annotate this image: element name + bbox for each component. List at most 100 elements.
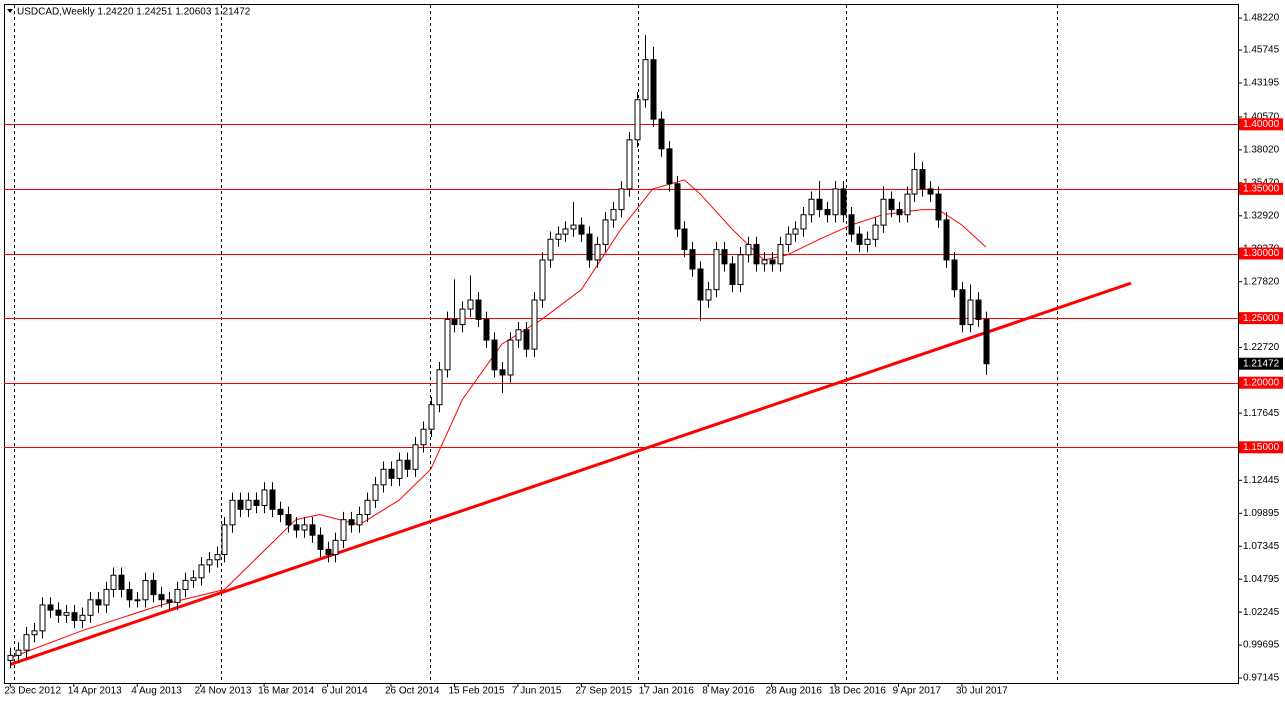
candle-body <box>792 228 799 235</box>
candle-body <box>975 299 982 320</box>
candle-body <box>348 519 355 526</box>
x-tick-label: 18 Dec 2016 <box>829 686 886 697</box>
candle-body <box>428 404 435 430</box>
candle-body <box>705 289 712 301</box>
candle-body <box>959 289 966 326</box>
candle-body <box>206 559 213 566</box>
plot-frame <box>4 4 1239 684</box>
level-tag-label: 1.25000 <box>1243 313 1280 324</box>
candle-body <box>245 499 252 510</box>
x-tick-label: 8 May 2016 <box>702 686 755 697</box>
candle-body <box>126 588 133 601</box>
candle-body <box>499 369 506 376</box>
candle-body <box>459 308 466 326</box>
candle-body <box>777 243 784 265</box>
y-tick-label: 1.32920 <box>1243 210 1280 221</box>
candle-body <box>158 594 165 601</box>
candle-body <box>396 459 403 479</box>
candle-body <box>467 299 474 310</box>
candle-body <box>198 564 205 579</box>
candle-body <box>721 249 728 265</box>
candle-body <box>356 514 363 526</box>
x-tick-label: 9 Apr 2017 <box>893 686 942 697</box>
candle-body <box>515 329 522 341</box>
candle-body <box>47 604 54 611</box>
candle-body <box>190 577 197 581</box>
candle-body <box>118 574 125 590</box>
candle-body <box>309 524 316 536</box>
candle-body <box>261 489 268 506</box>
candle-body <box>816 198 823 211</box>
candle-body <box>39 604 46 632</box>
candle-body <box>761 259 768 265</box>
candle-body <box>586 233 593 261</box>
y-tick-label: 1.22720 <box>1243 342 1280 353</box>
candle-body <box>800 214 807 230</box>
candle-body <box>626 139 633 190</box>
chart-title: USDCAD,Weekly 1.24220 1.24251 1.20603 1.… <box>17 7 251 18</box>
level-tag-label: 1.15000 <box>1243 442 1280 453</box>
x-tick-label: 30 Jul 2017 <box>956 686 1008 697</box>
candle-body <box>658 118 665 150</box>
level-tag-label: 1.35000 <box>1243 184 1280 195</box>
last-price-tag <box>1239 357 1283 370</box>
candle-body <box>174 588 181 603</box>
level-tag <box>1239 118 1283 131</box>
candle-body <box>253 499 260 506</box>
candle-body <box>904 193 911 216</box>
x-tick-label: 26 Oct 2014 <box>385 686 440 697</box>
candle-body <box>911 169 918 195</box>
candle-body <box>237 499 244 510</box>
candle-body <box>769 259 776 265</box>
x-tick-label: 14 Apr 2013 <box>68 686 122 697</box>
candle-body <box>832 188 839 216</box>
candle-body <box>642 59 649 101</box>
candle-body <box>594 243 601 261</box>
y-tick-label: 1.27820 <box>1243 276 1280 287</box>
candle-body <box>364 499 371 516</box>
candle-body <box>404 459 411 470</box>
period-separators <box>14 5 1058 683</box>
last-price-label: 1.21472 <box>1243 358 1280 369</box>
x-tick-label: 4 Aug 2013 <box>131 686 182 697</box>
y-tick-label: 0.97145 <box>1243 673 1280 684</box>
candle-body <box>23 634 30 651</box>
candle-body <box>31 630 38 636</box>
candle-body <box>277 508 284 516</box>
level-tag-label: 1.40000 <box>1243 119 1280 130</box>
candle-body <box>674 183 681 230</box>
candle-body <box>919 169 926 190</box>
candle-body <box>71 612 78 621</box>
trendline <box>9 281 1132 666</box>
candle-body <box>689 249 696 270</box>
level-tag <box>1239 441 1283 454</box>
candle-body <box>872 224 879 240</box>
candle-body <box>412 444 419 470</box>
x-tick-label: 7 Jun 2015 <box>512 686 562 697</box>
x-tick-label: 27 Sep 2015 <box>575 686 632 697</box>
y-tick-label: 1.04795 <box>1243 574 1280 585</box>
candle-body <box>713 249 720 291</box>
y-tick-label: 1.40570 <box>1243 112 1280 123</box>
level-tag <box>1239 376 1283 389</box>
candle-body <box>983 318 990 365</box>
y-tick-label: 1.38020 <box>1243 145 1280 156</box>
candle-body <box>332 539 339 556</box>
candle-body <box>840 188 847 216</box>
menu-arrow[interactable] <box>7 9 13 13</box>
candle-body <box>539 259 546 301</box>
candle-body <box>221 524 228 556</box>
candle-body <box>301 524 308 531</box>
candle-body <box>618 188 625 211</box>
candle-body <box>103 588 110 606</box>
candle-body <box>570 224 577 230</box>
candle-body <box>451 318 458 326</box>
candle-body <box>555 233 562 240</box>
moving-average <box>10 179 987 659</box>
candle-body <box>150 579 157 596</box>
candle-body <box>880 198 887 226</box>
candle-body <box>229 499 236 526</box>
x-tick-label: 24 Nov 2013 <box>195 686 252 697</box>
candle-body <box>293 524 300 531</box>
